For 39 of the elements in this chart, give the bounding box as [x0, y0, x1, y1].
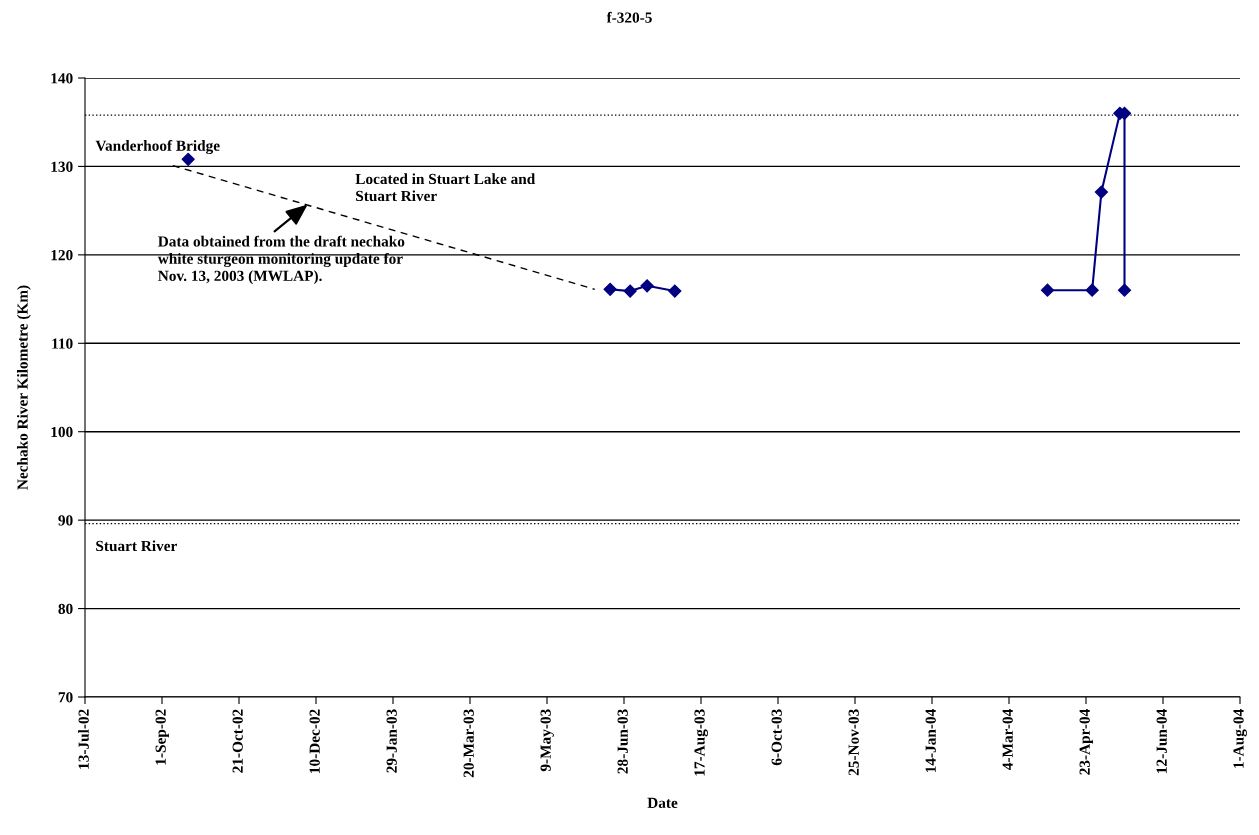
- chart-title: f-320-5: [606, 11, 652, 23]
- point: [668, 284, 682, 298]
- x-tick-label: 4-Mar-04: [1002, 709, 1013, 770]
- x-tick-label: 21-Oct-02: [232, 709, 243, 773]
- point: [603, 282, 617, 296]
- x-axis-title: Date: [647, 797, 678, 808]
- y-tick-label: 140: [51, 73, 73, 84]
- x-tick-label: 9-May-03: [540, 709, 554, 772]
- y-tick-label: 120: [51, 250, 73, 261]
- annotation: Vanderhoof Bridge: [95, 139, 220, 155]
- point: [623, 284, 637, 298]
- x-tick-label: 17-Aug-03: [694, 709, 708, 776]
- y-axis-title: Nechako River Kilometre (Km): [16, 285, 31, 490]
- y-tick-label: 100: [51, 426, 73, 438]
- x-tick-label: 25-Nov-03: [848, 709, 859, 776]
- x-tick-label: 29-Jan-03: [386, 709, 397, 773]
- point: [1094, 185, 1108, 199]
- ref-line-label: Stuart River: [96, 540, 177, 552]
- y-tick-label: 130: [51, 161, 73, 172]
- x-tick-label: 1-Aug-04: [1233, 709, 1247, 768]
- x-tick-label: 6-Oct-03: [771, 709, 782, 766]
- annotation: Data obtained from the draft nechako white sturgeon monitoring update for Nov. 13, 2003 (MWLAP).: [157, 235, 405, 285]
- x-tick-label: 13-Jul-02: [78, 709, 89, 769]
- x-tick-label: 14-Jan-04: [925, 709, 936, 773]
- point: [1040, 283, 1055, 297]
- x-tick-label: 10-Dec-02: [309, 709, 320, 773]
- point: [1117, 283, 1132, 297]
- y-tick-label: 80: [58, 603, 73, 615]
- x-tick-label: 20-Mar-03: [463, 709, 474, 778]
- point: [1085, 283, 1099, 297]
- x-tick-label: 1-Sep-02: [155, 709, 169, 765]
- x-tick-label: 28-Jun-03: [617, 709, 628, 774]
- point: [640, 279, 654, 293]
- y-tick-label: 70: [58, 692, 73, 703]
- annotation: Located in Stuart Lake and Stuart River: [355, 173, 536, 202]
- x-tick-label: 12-Jun-04: [1156, 709, 1167, 773]
- x-tick-label: 23-Apr-04: [1079, 709, 1093, 775]
- y-tick-label: 110: [52, 338, 73, 349]
- y-tick-label: 90: [58, 515, 73, 526]
